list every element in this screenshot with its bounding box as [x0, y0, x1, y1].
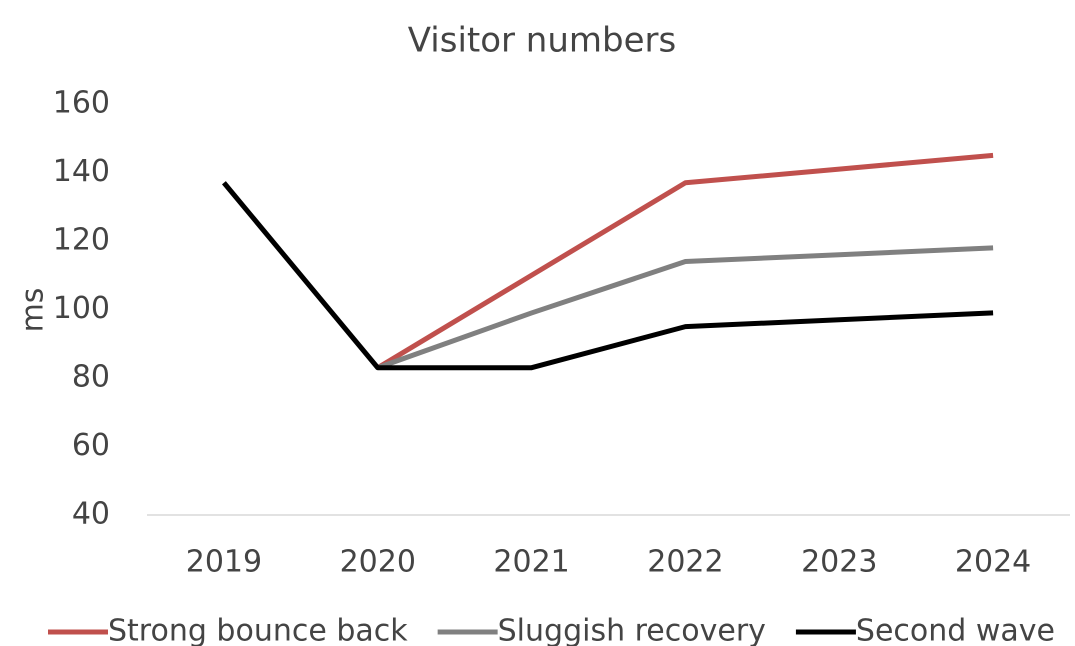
- y-tick-label: 100: [53, 291, 110, 326]
- series-line: [376, 152, 994, 370]
- x-tick-label: 2022: [647, 545, 723, 580]
- x-tick-label: 2019: [186, 545, 262, 580]
- chart-title: Visitor numbers: [408, 21, 676, 61]
- legend-label: Sluggish recovery: [498, 614, 766, 646]
- y-tick-label: 160: [53, 86, 110, 121]
- series-line: [376, 245, 994, 371]
- x-tick-label: 2024: [955, 545, 1031, 580]
- y-tick-label: 120: [53, 223, 110, 258]
- y-axis-label: ms: [16, 288, 51, 333]
- legend-label: Second wave: [856, 614, 1055, 646]
- series-line: [221, 181, 994, 371]
- x-tick-label: 2020: [340, 545, 416, 580]
- legend-label: Strong bounce back: [108, 614, 408, 646]
- y-tick-label: 80: [72, 360, 110, 395]
- y-tick-label: 40: [72, 497, 110, 532]
- x-tick-label: 2023: [801, 545, 877, 580]
- y-tick-label: 140: [53, 154, 110, 189]
- y-tick-label: 60: [72, 428, 110, 463]
- x-tick-label: 2021: [493, 545, 569, 580]
